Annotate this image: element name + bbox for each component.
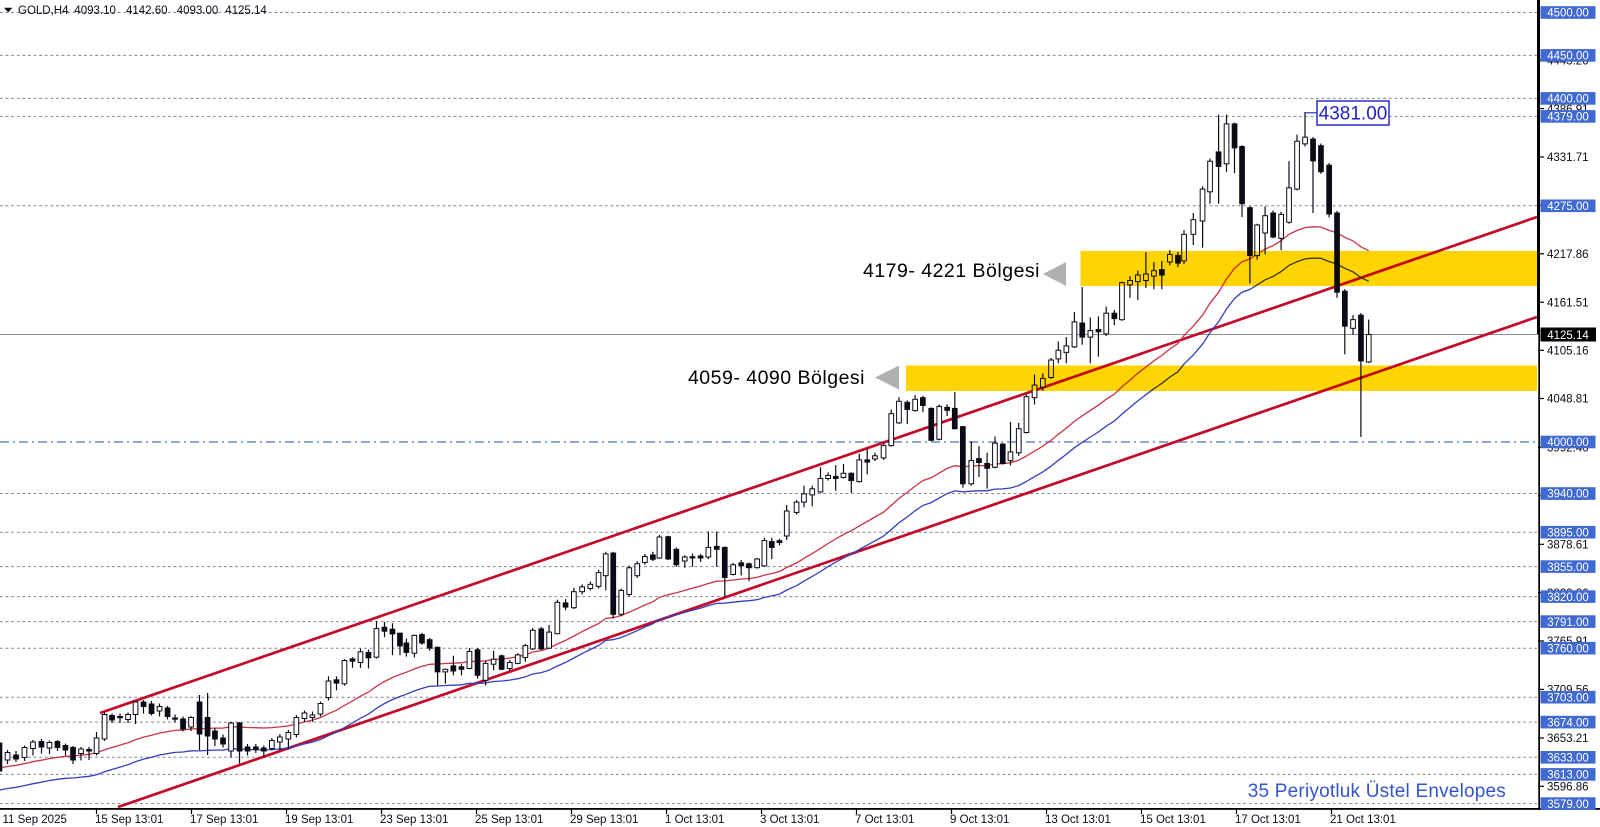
svg-text:3596.86: 3596.86 bbox=[1547, 782, 1589, 794]
svg-text:4381.00: 4381.00 bbox=[1319, 104, 1388, 125]
svg-text:29 Sep 13:01: 29 Sep 13:01 bbox=[570, 814, 638, 826]
svg-text:3703.00: 3703.00 bbox=[1547, 692, 1589, 704]
svg-text:4331.71: 4331.71 bbox=[1547, 152, 1589, 164]
svg-text:3760.00: 3760.00 bbox=[1547, 643, 1589, 655]
svg-text:4179- 4221 Bölgesi: 4179- 4221 Bölgesi bbox=[863, 260, 1040, 282]
svg-text:4217.86: 4217.86 bbox=[1547, 249, 1589, 261]
svg-text:13 Oct 13:01: 13 Oct 13:01 bbox=[1045, 814, 1111, 826]
svg-text:4105.16: 4105.16 bbox=[1547, 346, 1589, 358]
svg-text:3 Oct 13:01: 3 Oct 13:01 bbox=[760, 814, 819, 826]
svg-text:3855.00: 3855.00 bbox=[1547, 562, 1589, 574]
svg-text:3791.00: 3791.00 bbox=[1547, 617, 1589, 629]
svg-text:1 Oct 13:01: 1 Oct 13:01 bbox=[665, 814, 724, 826]
svg-text:9 Oct 13:01: 9 Oct 13:01 bbox=[950, 814, 1009, 826]
svg-text:3895.00: 3895.00 bbox=[1547, 527, 1589, 539]
svg-text:3674.00: 3674.00 bbox=[1547, 717, 1589, 729]
svg-text:21 Oct 13:01: 21 Oct 13:01 bbox=[1330, 814, 1396, 826]
svg-text:17 Oct 13:01: 17 Oct 13:01 bbox=[1235, 814, 1301, 826]
svg-text:19 Sep 13:01: 19 Sep 13:01 bbox=[285, 814, 353, 826]
svg-text:4400.00: 4400.00 bbox=[1547, 94, 1589, 106]
svg-text:3940.00: 3940.00 bbox=[1547, 489, 1589, 501]
svg-text:4142.60: 4142.60 bbox=[126, 5, 168, 17]
svg-text:35 Periyotluk Üstel Envelopes: 35 Periyotluk Üstel Envelopes bbox=[1248, 781, 1506, 802]
svg-text:15 Sep 13:01: 15 Sep 13:01 bbox=[95, 814, 163, 826]
svg-text:25 Sep 13:01: 25 Sep 13:01 bbox=[475, 814, 543, 826]
svg-text:4500.00: 4500.00 bbox=[1547, 8, 1589, 20]
svg-text:7 Oct 13:01: 7 Oct 13:01 bbox=[855, 814, 914, 826]
svg-text:3653.21: 3653.21 bbox=[1547, 733, 1589, 745]
svg-text:4093.00: 4093.00 bbox=[177, 5, 219, 17]
svg-text:11 Sep 2025: 11 Sep 2025 bbox=[3, 814, 67, 826]
svg-text:15 Oct 13:01: 15 Oct 13:01 bbox=[1140, 814, 1206, 826]
svg-text:GOLD,H4: GOLD,H4 bbox=[18, 5, 69, 17]
svg-text:4125.14: 4125.14 bbox=[1547, 330, 1589, 342]
svg-text:4048.81: 4048.81 bbox=[1547, 394, 1589, 406]
svg-text:3579.00: 3579.00 bbox=[1547, 799, 1589, 811]
svg-text:17 Sep 13:01: 17 Sep 13:01 bbox=[190, 814, 258, 826]
svg-text:3878.61: 3878.61 bbox=[1547, 540, 1589, 552]
svg-text:4059- 4090 Bölgesi: 4059- 4090 Bölgesi bbox=[688, 367, 865, 389]
svg-text:3633.00: 3633.00 bbox=[1547, 753, 1589, 765]
svg-text:23 Sep 13:01: 23 Sep 13:01 bbox=[380, 814, 448, 826]
svg-text:3613.00: 3613.00 bbox=[1547, 770, 1589, 782]
svg-text:4450.00: 4450.00 bbox=[1547, 51, 1589, 63]
svg-text:4379.00: 4379.00 bbox=[1547, 112, 1589, 124]
svg-text:4093.10: 4093.10 bbox=[74, 5, 116, 17]
svg-text:4000.00: 4000.00 bbox=[1547, 437, 1589, 449]
svg-text:4125.14: 4125.14 bbox=[225, 5, 267, 17]
svg-text:4161.51: 4161.51 bbox=[1547, 297, 1589, 309]
svg-text:3820.00: 3820.00 bbox=[1547, 592, 1589, 604]
svg-text:4275.00: 4275.00 bbox=[1547, 201, 1589, 213]
